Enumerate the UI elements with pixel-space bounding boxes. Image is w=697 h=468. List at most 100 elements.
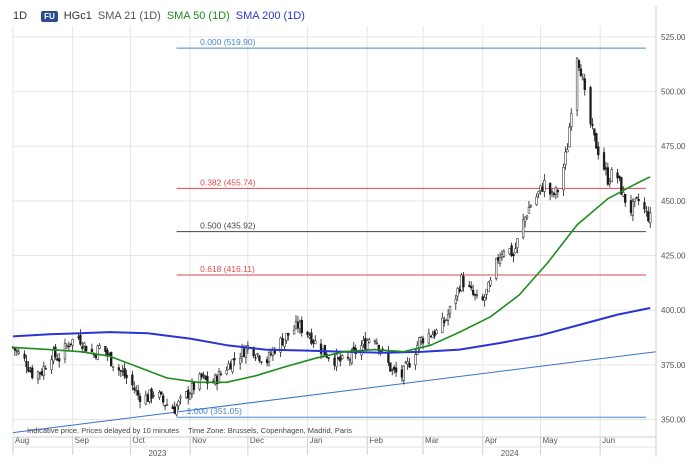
candle-body <box>319 343 323 354</box>
candle-body <box>254 357 257 359</box>
candle-body <box>368 339 371 343</box>
trendline-layer <box>12 351 657 434</box>
candle-body <box>404 362 407 364</box>
candle-body <box>144 394 147 405</box>
candle-body <box>138 396 142 403</box>
y-tick-label: 525.00 <box>661 33 686 42</box>
symbol-label[interactable]: HGc1 <box>63 10 92 22</box>
fib-level-label: 0.000 (519.90) <box>200 37 255 47</box>
candle-body <box>525 215 529 219</box>
candle-body <box>593 128 596 136</box>
candle-body <box>90 348 94 352</box>
candle-body <box>335 354 338 367</box>
candle-body <box>629 200 633 213</box>
candles <box>11 56 652 417</box>
candle-body <box>229 363 232 370</box>
candle-body <box>94 354 97 358</box>
candle-body <box>535 196 538 206</box>
candle-body <box>512 254 515 257</box>
candle-body <box>570 113 573 127</box>
candle-body <box>163 405 167 407</box>
candle-body <box>402 365 405 381</box>
candle-body <box>258 355 261 361</box>
candle-body <box>160 391 163 395</box>
candle-body <box>527 207 531 214</box>
y-tick-label: 475.00 <box>661 142 686 151</box>
legend-sma21[interactable]: SMA 21 (1D) <box>97 10 161 22</box>
candle-body <box>649 212 652 224</box>
x-year-label: 2023 <box>148 449 166 458</box>
legend-sma50[interactable]: SMA 50 (1D) <box>166 10 230 22</box>
candle-body <box>150 388 153 399</box>
candle-body <box>364 338 367 350</box>
axes: 350.00 375.00 400.00 425.00 450.00 475.00 500.… <box>12 6 686 458</box>
candle-body <box>52 348 55 362</box>
candle-body <box>308 335 311 338</box>
candle-body <box>633 198 636 202</box>
candle-body <box>227 363 230 370</box>
candle-body <box>69 343 72 345</box>
candle-body <box>348 359 352 361</box>
candle-body <box>443 320 446 323</box>
candle-body <box>244 346 248 358</box>
candle-body <box>346 356 350 359</box>
candle-body <box>435 329 438 334</box>
candle-body <box>58 358 61 362</box>
x-tick-label: Jun <box>602 436 615 445</box>
candle-body <box>287 332 290 336</box>
candle-body <box>190 383 194 394</box>
candle-body <box>470 286 473 289</box>
candle-body <box>508 248 511 254</box>
candle-body <box>27 367 30 372</box>
candle-body <box>29 370 32 373</box>
candle-body <box>323 344 327 356</box>
candle-body <box>42 366 45 376</box>
candle-body <box>136 390 140 396</box>
candle-body <box>25 360 28 368</box>
candle-body <box>285 333 288 341</box>
candle-body <box>31 367 34 379</box>
candle-body <box>602 152 606 170</box>
chart-legend: 1D FU HGc1 SMA 21 (1D) SMA 50 (1D) SMA 2… <box>13 7 305 25</box>
candle-body <box>187 389 190 399</box>
x-tick-label: May <box>542 436 557 445</box>
candle-body <box>366 340 369 350</box>
candle-body <box>121 370 124 373</box>
candle-body <box>96 345 99 361</box>
candle-body <box>608 181 611 185</box>
candle-body <box>85 345 88 352</box>
candle-body <box>327 357 330 359</box>
interval-label[interactable]: 1D <box>13 10 28 22</box>
candle-body <box>496 257 500 261</box>
candle-body <box>185 391 188 398</box>
candle-body <box>117 367 121 371</box>
candle-body <box>391 369 394 371</box>
candle-body <box>294 320 298 329</box>
candle-body <box>647 211 650 222</box>
x-tick-label: Jan <box>310 436 323 445</box>
candle-body <box>591 124 594 126</box>
candle-body <box>616 172 619 179</box>
candle-body <box>406 361 409 365</box>
candle-body <box>489 279 492 286</box>
candle-body <box>65 345 69 347</box>
footer-timezone: Time Zone: Brussels, Copenhagen, Madrid,… <box>188 426 352 435</box>
candle-body <box>429 335 432 338</box>
x-tick-label: Sep <box>75 436 90 445</box>
candle-body <box>321 348 325 357</box>
exchange-badge: FU <box>41 10 58 22</box>
candle-body <box>206 376 209 384</box>
x-tick-label: Mar <box>425 436 439 445</box>
candle-body <box>314 340 317 345</box>
candle-body <box>173 406 176 414</box>
x-year-label: 2024 <box>501 449 519 458</box>
candle-body <box>581 77 584 80</box>
candle-body <box>606 167 610 185</box>
candle-body <box>67 345 70 348</box>
y-tick-label: 400.00 <box>661 306 686 315</box>
candle-body <box>40 371 44 376</box>
candle-body <box>260 361 263 363</box>
legend-sma200[interactable]: SMA 200 (1D) <box>235 10 305 22</box>
candle-body <box>300 319 303 333</box>
